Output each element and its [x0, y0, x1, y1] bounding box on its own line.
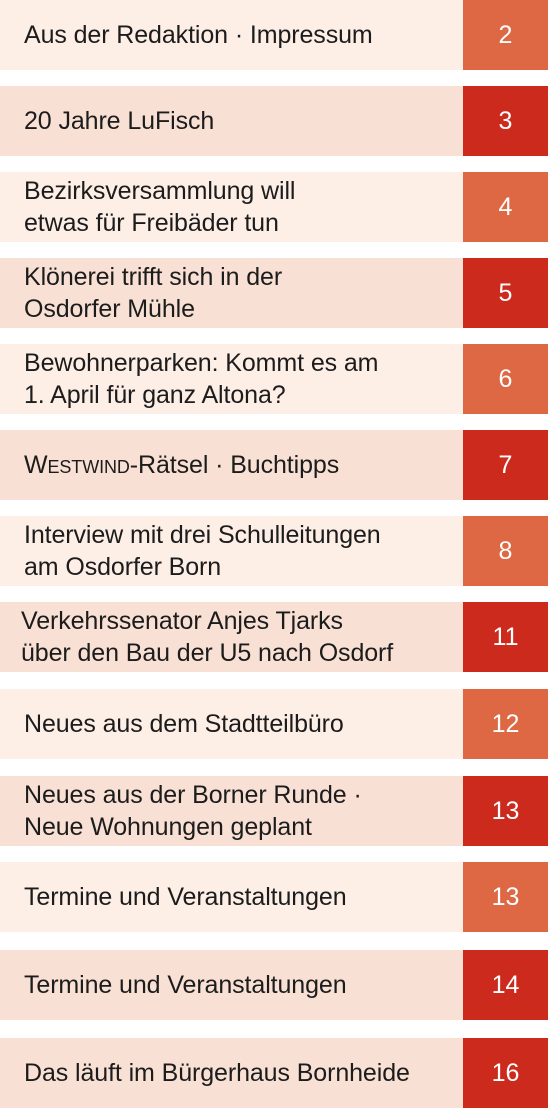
- toc-entry-page-number: 12: [463, 689, 548, 759]
- toc-entry[interactable]: Westwind-Rätsel · Buchtipps 7: [0, 430, 548, 500]
- toc-entry-title: Termine und Veranstaltungen: [24, 883, 347, 911]
- toc-entry-page-number: 8: [463, 516, 548, 586]
- toc-entry-page-number: 3: [463, 86, 548, 156]
- toc-entry[interactable]: Neues aus dem Stadtteilbüro 12: [0, 689, 548, 759]
- toc-entry[interactable]: Das läuft im Bürgerhaus Bornheide 16: [0, 1038, 548, 1108]
- toc-entry[interactable]: Termine und Veranstaltungen 13: [0, 862, 548, 932]
- toc-entry-title: Neues aus dem Stadtteilbüro: [24, 710, 344, 738]
- toc-entry-page-number: 5: [463, 258, 548, 328]
- toc-entry-page-number: 4: [463, 172, 548, 242]
- toc-entry-title: Klönerei trifft sich in der Osdorfer Müh…: [24, 263, 283, 323]
- toc-entry[interactable]: 20 Jahre LuFisch 3: [0, 86, 548, 156]
- toc-entry-title: 20 Jahre LuFisch: [24, 107, 215, 135]
- toc-entry-page-number: 2: [463, 0, 548, 70]
- toc-entry-title: Neues aus der Borner Runde · Neue Wohnun…: [24, 781, 362, 841]
- toc-entry[interactable]: Bezirksversammlung will etwas für Freibä…: [0, 172, 548, 242]
- toc-entry-title: Aus der Redaktion · Impressum: [24, 21, 373, 49]
- toc-entry-page-number: 13: [463, 862, 548, 932]
- toc-entry[interactable]: Interview mit drei Schulleitungen am Osd…: [0, 516, 548, 586]
- toc-entry-page-number: 13: [463, 776, 548, 846]
- toc-entry-page-number: 14: [463, 950, 548, 1020]
- toc-entry[interactable]: Termine und Veranstaltungen 14: [0, 950, 548, 1020]
- toc-entry[interactable]: Neues aus der Borner Runde · Neue Wohnun…: [0, 776, 548, 846]
- toc-entry[interactable]: Klönerei trifft sich in der Osdorfer Müh…: [0, 258, 548, 328]
- magazine-name: Westwind: [24, 451, 130, 479]
- toc-entry-title: Bewohnerparken: Kommt es am 1. April für…: [24, 349, 379, 409]
- toc-entry-title: Bezirksversammlung will etwas für Freibä…: [24, 177, 296, 237]
- toc-entry-title: Das läuft im Bürgerhaus Bornheide: [24, 1059, 410, 1087]
- toc-entry-page-number: 11: [463, 602, 548, 672]
- toc-entry[interactable]: Aus der Redaktion · Impressum 2: [0, 0, 548, 70]
- toc-entry-title: Interview mit drei Schulleitungen am Osd…: [24, 521, 381, 581]
- toc-entry[interactable]: Verkehrssenator Anjes Tjarks über den Ba…: [0, 602, 548, 672]
- toc-entry[interactable]: Bewohnerparken: Kommt es am 1. April für…: [0, 344, 548, 414]
- toc-entry-title: Westwind-Rätsel · Buchtipps: [24, 451, 340, 479]
- toc-entry-title: Verkehrssenator Anjes Tjarks über den Ba…: [21, 607, 394, 667]
- toc-entry-page-number: 6: [463, 344, 548, 414]
- toc-entry-title: Termine und Veranstaltungen: [24, 971, 347, 999]
- toc-entry-page-number: 16: [463, 1038, 548, 1108]
- toc-entry-page-number: 7: [463, 430, 548, 500]
